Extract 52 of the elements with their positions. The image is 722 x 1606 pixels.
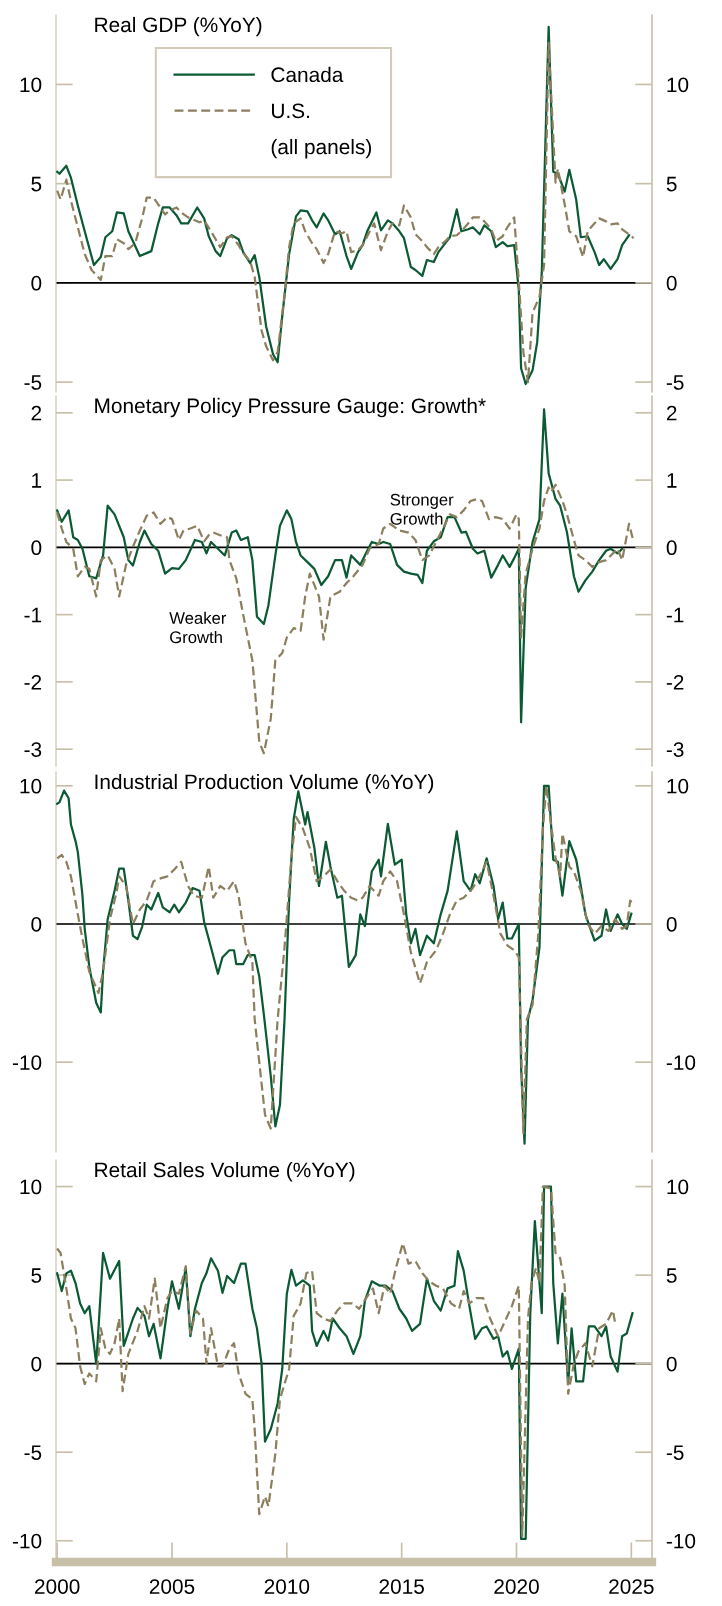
- y2-tick-label: -3: [666, 742, 684, 757]
- chart-title: Industrial Production Volume (%YoY): [95, 773, 434, 794]
- x-tick-label: 2010: [264, 1579, 310, 1594]
- y2-tick-label: 0: [666, 275, 677, 291]
- x-tick-label: 2015: [379, 1579, 424, 1594]
- x-tick-label: 2020: [494, 1579, 539, 1594]
- y-tick-label: 2: [31, 405, 42, 421]
- y2-tick-label: 0: [666, 917, 677, 932]
- y-tick-label: 0: [31, 275, 42, 291]
- annotation: (all panels): [271, 138, 372, 159]
- y2-tick-label: 5: [666, 176, 677, 192]
- y2-tick-label: -1: [666, 607, 684, 623]
- chart-title: Retail Sales Volume (%YoY): [95, 1162, 355, 1182]
- y-tick-label: -3: [24, 742, 42, 757]
- y-tick-label: 5: [31, 1268, 42, 1283]
- y-tick-label: -1: [24, 607, 42, 623]
- y2-tick-label: 5: [666, 1268, 677, 1283]
- y2-tick-label: 10: [667, 1179, 689, 1195]
- x-tick-label: 2005: [149, 1579, 195, 1594]
- y-tick-label: -10: [12, 1533, 42, 1549]
- y2-tick-label: 10: [667, 778, 689, 794]
- y-tick-label: 10: [20, 77, 42, 93]
- legend-label: Canada: [271, 66, 344, 83]
- line-series: [56, 483, 635, 755]
- annotation: Weaker Growth: [169, 611, 227, 644]
- y2-tick-label: -2: [666, 674, 684, 690]
- x-tick-label: 2000: [35, 1579, 80, 1594]
- x-tick-label: 2025: [609, 1579, 654, 1594]
- chart-title: Real GDP (%YoY): [95, 16, 262, 37]
- y2-tick-label: -10: [666, 1533, 696, 1549]
- y-tick-label: 1: [32, 473, 42, 488]
- y-tick-label: -2: [24, 674, 42, 690]
- y-tick-label: 0: [31, 1356, 42, 1372]
- y-tick-label: 10: [20, 1179, 42, 1195]
- y-tick-label: 10: [20, 778, 42, 794]
- y-tick-label: -5: [24, 1445, 42, 1460]
- y2-tick-label: -5: [666, 375, 684, 390]
- y-tick-label: -5: [24, 375, 42, 390]
- y2-tick-label: -10: [666, 1055, 696, 1070]
- y-tick-label: 5: [31, 176, 42, 192]
- y-tick-label: -10: [12, 1055, 42, 1070]
- y-tick-label: 0: [31, 540, 42, 556]
- y2-tick-label: 2: [666, 405, 677, 421]
- y2-tick-label: 1: [667, 473, 677, 488]
- y2-tick-label: 0: [666, 1356, 677, 1372]
- y2-tick-label: -5: [666, 1445, 684, 1460]
- y2-tick-label: 0: [666, 540, 677, 556]
- y2-tick-label: 10: [667, 77, 689, 93]
- annotation: Stronger Growth: [390, 493, 454, 525]
- chart-title: Monetary Policy Pressure Gauge: Growth*: [95, 397, 486, 418]
- legend-label: U.S.: [272, 103, 310, 119]
- y-tick-label: 0: [31, 917, 42, 932]
